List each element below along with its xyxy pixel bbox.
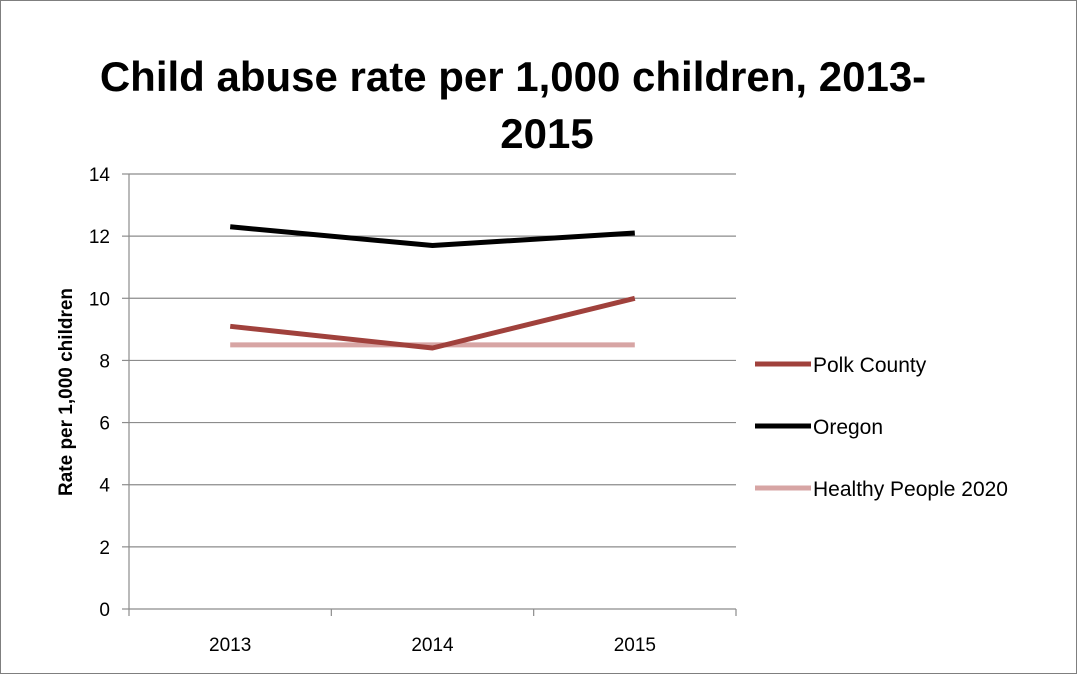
gridlines bbox=[129, 173, 736, 548]
x-tick-label-2013: 2013 bbox=[209, 635, 251, 656]
legend-label-oregon: Oregon bbox=[813, 416, 883, 439]
chart-title-line-2: 2015 bbox=[500, 110, 593, 157]
x-tick-label-2015: 2015 bbox=[614, 635, 656, 656]
y-tick-label: 6 bbox=[99, 414, 110, 435]
y-tick-label: 12 bbox=[89, 227, 110, 248]
legend-label-polk-county: Polk County bbox=[813, 354, 927, 377]
axes: 0 2 4 6 8 10 12 14 2013 2014 2015 bbox=[89, 165, 737, 656]
chart-title-line-1: Child abuse rate per 1,000 children, 201… bbox=[100, 53, 926, 100]
legend-label-healthy-people-2020: Healthy People 2020 bbox=[813, 478, 1008, 501]
series-lines bbox=[229, 224, 636, 351]
y-tick-label: 10 bbox=[89, 289, 110, 310]
y-tick-label: 14 bbox=[89, 165, 111, 186]
series-line-oregon bbox=[229, 224, 635, 248]
legend: Polk County Oregon Healthy People 2020 bbox=[755, 354, 1008, 501]
y-axis-label: Rate per 1,000 children bbox=[56, 288, 77, 496]
x-tick-label-2014: 2014 bbox=[411, 635, 454, 656]
y-tick-label: 0 bbox=[99, 600, 110, 621]
series-line-polk-county bbox=[229, 295, 636, 351]
y-tick-label: 8 bbox=[99, 351, 110, 372]
y-tick-label: 2 bbox=[99, 538, 110, 559]
y-tick-label: 4 bbox=[99, 476, 110, 497]
